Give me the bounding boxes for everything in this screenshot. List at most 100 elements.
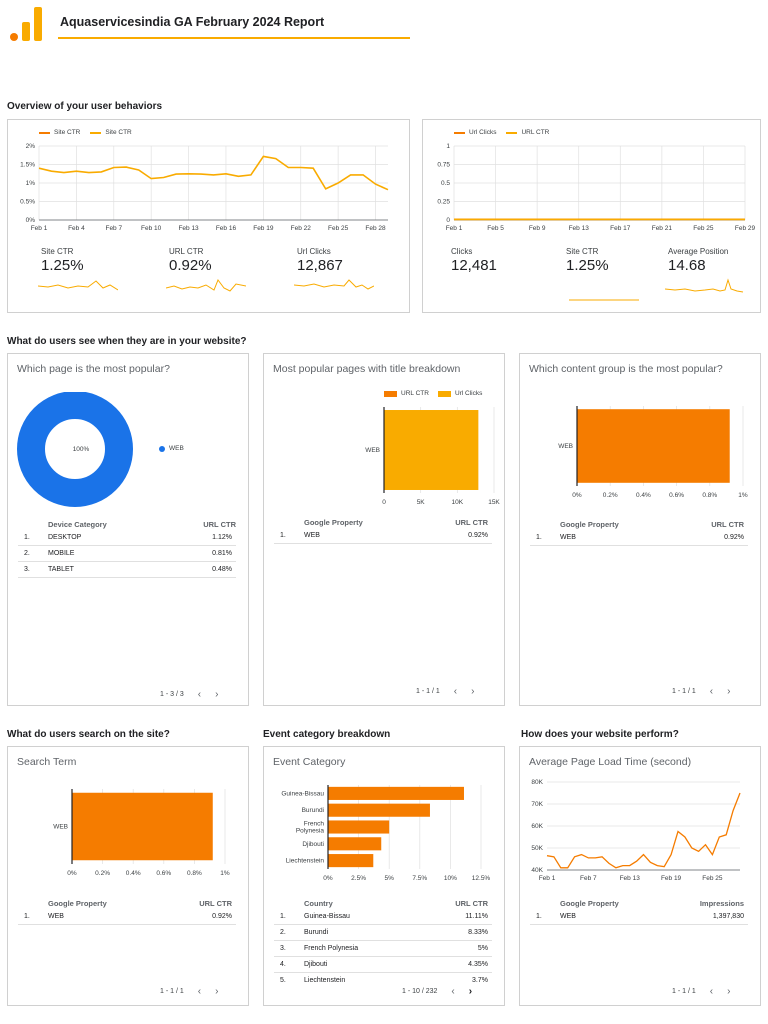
pagination-range: 1 - 1 / 1 (672, 688, 696, 695)
x-tick-label: Feb 10 (141, 225, 162, 232)
y-tick-label: 0% (26, 217, 36, 224)
category-label: Polynesia (296, 828, 325, 835)
table-row: 4. Djibouti 4.35% (274, 957, 492, 973)
kpi-label: Clicks (451, 247, 473, 256)
x-tick-label: Feb 16 (216, 225, 237, 232)
x-tick-label: Feb 1 (539, 875, 556, 882)
url-clicks-line-chart: 0 0.25 0.5 0.75 1 Feb 1 Feb 5 Feb 9 Feb 13 Feb 17… (437, 143, 755, 232)
site-ctr-legend: Site CTR Site CTR (39, 129, 132, 136)
property-table: Google Property URL CTR 1. WEB 0.92% (18, 899, 236, 929)
card-title: Search Term (17, 756, 77, 768)
table-row: 1. WEB 1,397,830 (530, 909, 748, 925)
kpi-value: 1.25% (566, 257, 609, 274)
x-tick-label: Feb 7 (580, 875, 597, 882)
row-index: 2. (24, 550, 30, 557)
next-page-button[interactable]: › (468, 986, 473, 997)
device-table: Device Category URL CTR 1. DESKTOP 1.12% 2… (18, 520, 236, 584)
row-index: 1. (24, 913, 30, 920)
row-name: WEB (48, 913, 64, 920)
row-name: Djibouti (304, 961, 328, 968)
x-tick-label: Feb 19 (661, 875, 682, 882)
x-tick-label: 0.8% (702, 492, 717, 499)
row-name: DESKTOP (48, 534, 82, 541)
next-page-button[interactable]: › (471, 686, 475, 697)
kpi-label: Site CTR (566, 247, 599, 256)
y-tick-label: 1% (26, 180, 36, 187)
table-header: URL CTR (455, 899, 488, 908)
x-tick-label: 0% (323, 875, 333, 882)
country-table: Country URL CTR 1. Guinea-Bissau 11.11% 2.… (274, 899, 492, 989)
table-header: URL CTR (711, 520, 744, 529)
y-tick-label: 70K (531, 801, 543, 808)
table-header: Impressions (699, 899, 744, 908)
kpi-label: URL CTR (169, 247, 204, 256)
kpi-label: Url Clicks (297, 247, 331, 256)
device-donut-chart: 100% (17, 392, 133, 507)
row-value: 0.92% (212, 913, 232, 920)
row-name: WEB (560, 913, 576, 920)
legend-swatch (90, 131, 102, 134)
category-label: French (304, 821, 325, 828)
row-index: 1. (280, 532, 286, 539)
pagination: 1 - 1 / 1 ‹ › (672, 686, 730, 697)
row-name: Liechtenstein (304, 977, 346, 984)
next-page-button[interactable]: › (727, 686, 731, 697)
legend-swatch (437, 390, 451, 397)
prev-page-button[interactable]: ‹ (197, 689, 202, 700)
kpi-sparkline (294, 279, 374, 290)
row-name: MOBILE (48, 550, 75, 557)
pagination: 1 - 1 / 1 ‹ › (672, 986, 730, 997)
x-tick-label: 7.5% (412, 875, 427, 882)
legend-swatch (384, 390, 397, 397)
pagination: 1 - 10 / 232 ‹ › (402, 986, 472, 997)
table-header: Google Property (560, 520, 619, 529)
site-ctr-line-chart: 0% 0.5% 1% 1.5% 2% Feb 1 Feb 4 Feb 7 Feb 10 Feb 1… (20, 143, 389, 232)
bar (577, 409, 730, 483)
row-name: WEB (560, 534, 576, 541)
prev-page-button[interactable]: ‹ (197, 986, 202, 997)
card-title: Event Category (273, 756, 346, 768)
x-tick-label: 5K (417, 499, 426, 506)
category-label: WEB (558, 443, 573, 450)
row-name: WEB (304, 532, 320, 539)
prev-page-button[interactable]: ‹ (451, 986, 455, 997)
series-line (38, 155, 389, 191)
table-row: 2. Burundi 8.33% (274, 925, 492, 941)
x-tick-label: 0.2% (603, 492, 618, 499)
kpi-label: Site CTR (41, 247, 74, 256)
next-page-button[interactable]: › (215, 689, 219, 700)
section-title-search: What do users search on the site? (7, 729, 170, 740)
table-header: Google Property (304, 518, 363, 527)
legend-swatch (39, 131, 50, 134)
row-index: 3. (280, 945, 286, 952)
pagination: 1 - 1 / 1 ‹ › (160, 986, 218, 997)
row-name: TABLET (48, 566, 74, 573)
bar (328, 786, 464, 800)
content-group-card: Which content group is the most popular?… (519, 353, 761, 706)
y-tick-label: 2% (26, 143, 36, 150)
table-header: Google Property (48, 899, 107, 908)
section-title-pages: What do users see when they are in your … (7, 336, 247, 347)
next-page-button[interactable]: › (727, 986, 731, 997)
x-tick-label: Feb 13 (620, 875, 641, 882)
property-table: Google Property URL CTR 1. WEB 0.92% (274, 518, 492, 548)
y-tick-label: 50K (531, 845, 543, 852)
x-tick-label: Feb 21 (652, 225, 673, 232)
row-value: 0.81% (212, 550, 232, 557)
prev-page-button[interactable]: ‹ (709, 686, 714, 697)
row-index: 1. (536, 534, 542, 541)
bar (72, 792, 213, 861)
prev-page-button[interactable]: ‹ (453, 686, 458, 697)
card-title: Which page is the most popular? (17, 363, 170, 375)
y-tick-label: 1 (446, 143, 450, 150)
url-clicks-card: Url Clicks URL CTR 0 0.25 0.5 0.75 1 Feb 1 Feb… (422, 119, 761, 313)
prev-page-button[interactable]: ‹ (709, 986, 714, 997)
next-page-button[interactable]: › (215, 986, 219, 997)
x-tick-label: 0.6% (669, 492, 684, 499)
table-row: 3. TABLET 0.48% (18, 562, 236, 578)
category-label: WEB (53, 824, 68, 831)
row-value: 1,397,830 (712, 913, 744, 920)
x-tick-label: Feb 25 (693, 225, 714, 232)
row-value: 3.7% (472, 977, 488, 984)
x-tick-label: 15K (488, 499, 500, 506)
